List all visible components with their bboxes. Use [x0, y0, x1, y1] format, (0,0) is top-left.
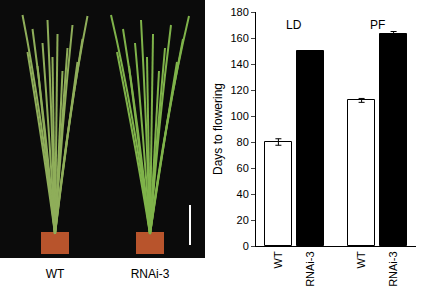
svg-text:160: 160	[230, 32, 248, 44]
svg-text:80: 80	[237, 136, 249, 148]
svg-text:WT: WT	[355, 251, 367, 268]
svg-text:LD: LD	[286, 18, 302, 32]
svg-text:Days to flowering: Days to flowering	[211, 83, 225, 175]
svg-text:PF: PF	[370, 18, 385, 32]
svg-text:0: 0	[243, 240, 249, 252]
svg-text:RNAi-3: RNAi-3	[131, 267, 170, 281]
svg-text:140: 140	[230, 58, 248, 70]
svg-text:WT: WT	[46, 267, 65, 281]
svg-text:60: 60	[237, 162, 249, 174]
svg-text:RNAi-3: RNAi-3	[304, 251, 316, 286]
svg-text:WT: WT	[272, 251, 284, 268]
svg-text:20: 20	[237, 214, 249, 226]
svg-text:40: 40	[237, 188, 249, 200]
svg-text:RNAi-3: RNAi-3	[387, 251, 399, 286]
svg-text:120: 120	[230, 84, 248, 96]
svg-text:180: 180	[230, 6, 248, 18]
svg-text:100: 100	[230, 110, 248, 122]
